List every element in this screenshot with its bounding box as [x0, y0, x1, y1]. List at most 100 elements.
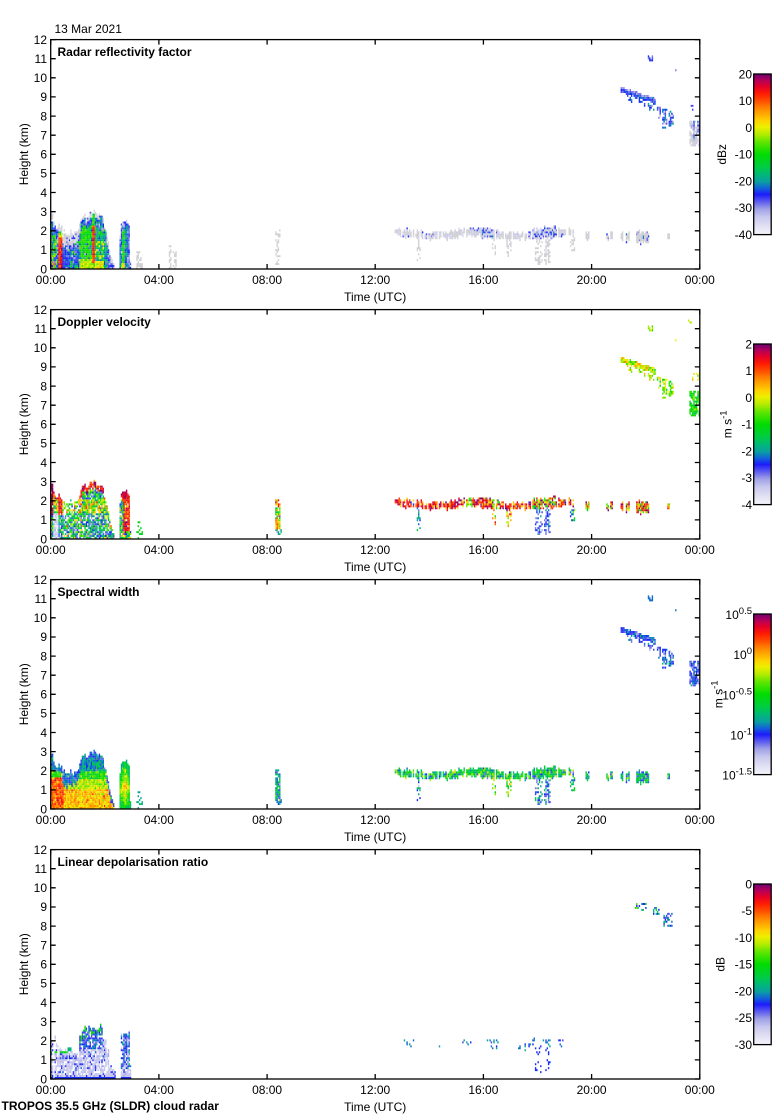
svg-text:-30: -30 — [735, 201, 753, 215]
svg-text:dB: dB — [714, 957, 728, 972]
svg-text:8: 8 — [40, 649, 47, 663]
svg-text:11: 11 — [35, 322, 48, 336]
svg-text:1: 1 — [40, 513, 47, 527]
svg-text:1: 1 — [40, 783, 47, 797]
svg-text:-40: -40 — [735, 228, 753, 242]
svg-text:5: 5 — [40, 437, 47, 451]
svg-text:9: 9 — [40, 900, 47, 914]
svg-text:2: 2 — [40, 224, 47, 238]
svg-text:0: 0 — [745, 877, 752, 891]
svg-text:7: 7 — [40, 669, 47, 683]
svg-text:13 Mar 2021: 13 Mar 2021 — [55, 22, 123, 36]
svg-text:-4: -4 — [741, 498, 752, 512]
svg-text:11: 11 — [35, 592, 48, 606]
svg-text:10: 10 — [34, 71, 48, 85]
svg-text:16:00: 16:00 — [468, 1083, 498, 1097]
svg-text:8: 8 — [40, 379, 47, 393]
svg-text:-10: -10 — [735, 931, 753, 945]
svg-text:7: 7 — [40, 939, 47, 953]
svg-text:04:00: 04:00 — [144, 1083, 174, 1097]
svg-text:00:00: 00:00 — [685, 543, 715, 557]
svg-text:20:00: 20:00 — [577, 543, 607, 557]
svg-text:-25: -25 — [735, 1011, 753, 1025]
svg-text:0: 0 — [745, 121, 752, 135]
svg-text:00:00: 00:00 — [36, 543, 66, 557]
svg-text:1: 1 — [40, 243, 47, 257]
svg-text:5: 5 — [40, 977, 47, 991]
svg-text:TROPOS 35.5 GHz (SLDR) cloud r: TROPOS 35.5 GHz (SLDR) cloud radar — [2, 1099, 220, 1113]
svg-text:6: 6 — [40, 958, 47, 972]
svg-text:-2: -2 — [741, 444, 752, 458]
svg-text:11: 11 — [35, 862, 48, 876]
svg-text:7: 7 — [40, 399, 47, 413]
svg-text:12:00: 12:00 — [360, 273, 390, 287]
svg-text:Height (km): Height (km) — [17, 123, 31, 185]
svg-text:Radar reflectivity factor: Radar reflectivity factor — [58, 45, 192, 59]
svg-text:6: 6 — [40, 688, 47, 702]
svg-text:00:00: 00:00 — [685, 813, 715, 827]
svg-text:-20: -20 — [735, 984, 753, 998]
svg-text:12: 12 — [34, 33, 48, 47]
svg-text:12:00: 12:00 — [360, 1083, 390, 1097]
svg-text:00:00: 00:00 — [36, 1083, 66, 1097]
svg-text:5: 5 — [40, 167, 47, 181]
svg-text:11: 11 — [35, 52, 48, 66]
svg-text:4: 4 — [40, 186, 47, 200]
svg-text:0: 0 — [40, 262, 47, 276]
svg-text:00:00: 00:00 — [36, 813, 66, 827]
svg-text:08:00: 08:00 — [252, 1083, 282, 1097]
svg-text:0: 0 — [40, 802, 47, 816]
svg-text:00:00: 00:00 — [685, 273, 715, 287]
svg-text:12: 12 — [34, 843, 48, 857]
svg-text:7: 7 — [40, 129, 47, 143]
svg-text:04:00: 04:00 — [144, 273, 174, 287]
svg-text:00:00: 00:00 — [685, 1083, 715, 1097]
svg-text:-20: -20 — [735, 174, 753, 188]
svg-text:20:00: 20:00 — [577, 273, 607, 287]
svg-text:8: 8 — [40, 919, 47, 933]
svg-text:3: 3 — [40, 475, 47, 489]
svg-text:9: 9 — [40, 630, 47, 644]
svg-text:6: 6 — [40, 418, 47, 432]
svg-text:20:00: 20:00 — [577, 1083, 607, 1097]
svg-text:Height (km): Height (km) — [17, 663, 31, 725]
svg-text:16:00: 16:00 — [468, 273, 498, 287]
svg-text:3: 3 — [40, 745, 47, 759]
svg-text:-5: -5 — [741, 904, 752, 918]
svg-text:08:00: 08:00 — [252, 543, 282, 557]
svg-text:Time (UTC): Time (UTC) — [344, 1100, 406, 1114]
svg-text:4: 4 — [40, 726, 47, 740]
svg-text:Height (km): Height (km) — [17, 393, 31, 455]
svg-text:-3: -3 — [741, 471, 752, 485]
svg-text:dBz: dBz — [715, 144, 729, 165]
svg-text:Spectral width: Spectral width — [58, 585, 140, 599]
svg-text:2: 2 — [40, 764, 47, 778]
svg-text:0: 0 — [40, 1072, 47, 1086]
svg-text:4: 4 — [40, 456, 47, 470]
svg-text:3: 3 — [40, 1015, 47, 1029]
svg-text:12:00: 12:00 — [360, 813, 390, 827]
svg-text:12: 12 — [34, 303, 48, 317]
svg-text:-15: -15 — [735, 958, 753, 972]
svg-text:12: 12 — [34, 573, 48, 587]
svg-text:Linear depolarisation ratio: Linear depolarisation ratio — [58, 855, 209, 869]
svg-text:Time (UTC): Time (UTC) — [344, 560, 406, 574]
svg-text:08:00: 08:00 — [252, 273, 282, 287]
svg-text:16:00: 16:00 — [468, 813, 498, 827]
svg-text:00:00: 00:00 — [36, 273, 66, 287]
svg-text:08:00: 08:00 — [252, 813, 282, 827]
svg-text:16:00: 16:00 — [468, 543, 498, 557]
svg-text:Doppler velocity: Doppler velocity — [58, 315, 152, 329]
svg-text:9: 9 — [40, 360, 47, 374]
svg-text:-10: -10 — [735, 148, 753, 162]
svg-text:10: 10 — [34, 611, 48, 625]
svg-text:6: 6 — [40, 148, 47, 162]
svg-text:-1: -1 — [741, 418, 752, 432]
svg-text:Time (UTC): Time (UTC) — [344, 290, 406, 304]
svg-text:20: 20 — [739, 67, 753, 81]
svg-text:04:00: 04:00 — [144, 543, 174, 557]
svg-text:3: 3 — [40, 205, 47, 219]
svg-text:10: 10 — [34, 881, 48, 895]
svg-text:04:00: 04:00 — [144, 813, 174, 827]
svg-text:Height (km): Height (km) — [17, 933, 31, 995]
